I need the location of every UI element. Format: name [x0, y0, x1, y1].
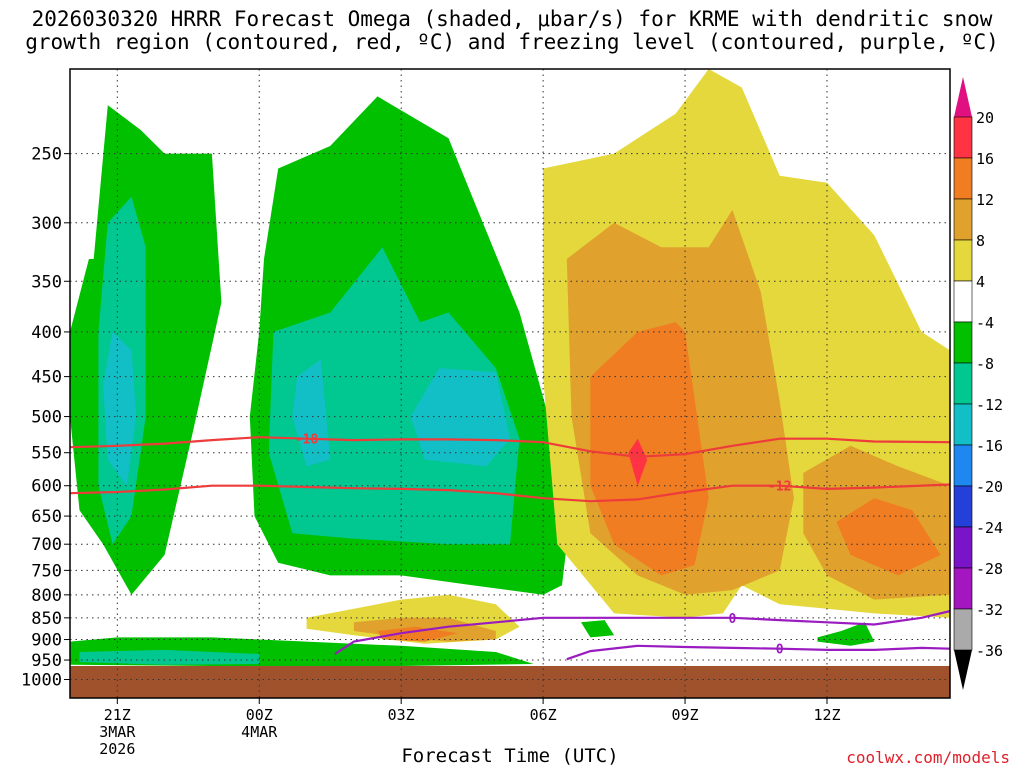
omega-region-16	[590, 322, 709, 576]
colorbar-swatch-7	[953, 403, 973, 446]
colorbar-bottom-arrow	[954, 650, 972, 690]
freezing-contour-0-label: 0	[728, 612, 736, 627]
y-tick-label-550: 550	[31, 444, 62, 464]
x-tick-label-21Z: 21Z	[104, 706, 131, 724]
y-tick-label-1000: 1000	[21, 670, 62, 690]
colorbar-label-0: 20	[976, 109, 994, 127]
chart-title: 2026030320 HRRR Forecast Omega (shaded, …	[0, 8, 1024, 54]
x-tick-label-12Z: 12Z	[813, 706, 840, 724]
omega-region-17	[836, 498, 941, 576]
freezing-contour-1	[566, 644, 950, 661]
y-tick-label-650: 650	[31, 507, 62, 527]
y-tick-label-250: 250	[31, 145, 62, 165]
omega-region-19	[628, 438, 648, 486]
omega-region-7	[79, 649, 260, 665]
x-tick-date-21Z: 3MAR	[99, 723, 136, 741]
colorbar-swatch-5	[953, 321, 973, 364]
x-tick-label-03Z: 03Z	[388, 706, 415, 724]
y-tick-label-400: 400	[31, 323, 62, 343]
colorbar-label-5: -4	[976, 314, 994, 332]
colorbar-label-8: -16	[976, 437, 1003, 455]
colorbar-swatch-4	[953, 280, 973, 323]
omega-region-9	[410, 368, 510, 467]
colorbar-label-1: 16	[976, 150, 994, 168]
colorbar-swatch-1	[953, 157, 973, 200]
colorbar-label-7: -12	[976, 396, 1003, 414]
colorbar-swatch-8	[953, 444, 973, 487]
grid-lines	[70, 69, 950, 698]
omega-region-6	[268, 247, 520, 545]
dendritic-contour-1	[70, 483, 950, 503]
y-axis: 2503003504004505005506006507007508008509…	[21, 145, 70, 690]
colorbar-swatch-6	[953, 362, 973, 405]
y-tick-label-900: 900	[31, 631, 62, 651]
dendritic-contour-1-label: -12	[768, 480, 791, 495]
colorbar-label-2: 12	[976, 191, 994, 209]
y-tick-label-300: 300	[31, 214, 62, 234]
x-tick-date-00Z: 4MAR	[241, 723, 278, 741]
credit-link[interactable]: coolwx.com/models	[846, 748, 1010, 767]
y-tick-label-350: 350	[31, 272, 62, 292]
y-tick-label-500: 500	[31, 408, 62, 428]
colorbar-swatch-2	[953, 198, 973, 241]
dendritic-contour-0	[70, 436, 950, 458]
y-tick-label-950: 950	[31, 651, 62, 671]
title-line-2: growth region (contoured, red, ºC) and f…	[25, 30, 999, 54]
omega-region-3	[581, 620, 615, 638]
omega-region-18	[377, 626, 458, 642]
colorbar-swatch-12	[953, 608, 973, 651]
x-tick-year-21Z: 2026	[99, 740, 135, 758]
freezing-contour-1-label: 0	[776, 643, 784, 658]
colorbar-label-6: -8	[976, 355, 994, 373]
dendritic-contour-0-label: -18	[295, 433, 319, 448]
colorbar-label-13: -36	[976, 642, 1003, 660]
omega-shading	[70, 69, 950, 666]
y-tick-label-450: 450	[31, 368, 62, 388]
contour-lines: -18 -12 0 0	[70, 433, 950, 661]
colorbar-swatch-10	[953, 526, 973, 569]
y-tick-label-750: 750	[31, 561, 62, 581]
omega-region-4	[817, 622, 875, 646]
colorbar-label-10: -24	[976, 519, 1003, 537]
colorbar-swatch-11	[953, 567, 973, 610]
colorbar: 20 16 12 8 4 -4 -8 -12 -16 -20 -24 -28 -32 -36	[953, 77, 1003, 690]
y-tick-label-600: 600	[31, 477, 62, 497]
y-tick-label-800: 800	[31, 586, 62, 606]
colorbar-swatch-3	[953, 239, 973, 282]
colorbar-top-arrow	[954, 77, 972, 117]
colorbar-swatch-9	[953, 485, 973, 528]
ground-layer	[70, 665, 950, 698]
colorbar-label-9: -20	[976, 478, 1003, 496]
x-axis-label: Forecast Time (UTC)	[401, 745, 619, 767]
x-tick-label-00Z: 00Z	[246, 706, 273, 724]
colorbar-swatch-0	[953, 116, 973, 159]
y-tick-label-850: 850	[31, 609, 62, 629]
x-tick-label-09Z: 09Z	[672, 706, 699, 724]
colorbar-label-12: -32	[976, 601, 1003, 619]
freezing-contour-0	[334, 610, 950, 655]
plot-frame	[69, 68, 951, 699]
colorbar-label-11: -28	[976, 560, 1003, 578]
x-tick-label-06Z: 06Z	[530, 706, 557, 724]
omega-region-8	[103, 331, 137, 486]
ground-fill	[70, 665, 950, 698]
colorbar-label-4: 4	[976, 273, 985, 291]
colorbar-label-3: 8	[976, 232, 985, 250]
title-line-1: 2026030320 HRRR Forecast Omega (shaded, …	[31, 7, 993, 31]
y-tick-label-700: 700	[31, 535, 62, 555]
